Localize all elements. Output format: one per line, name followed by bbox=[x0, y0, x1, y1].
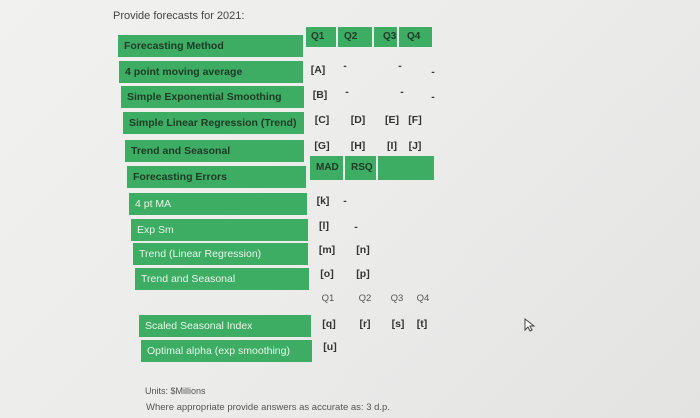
answer-cell-s[interactable]: [s] bbox=[391, 318, 405, 330]
answer-cell-q[interactable]: [q] bbox=[322, 318, 336, 330]
empty-dash: - bbox=[343, 60, 347, 72]
answer-cell-b[interactable]: [B] bbox=[312, 89, 328, 101]
error-row-linear: Trend (Linear Regression) bbox=[133, 243, 308, 265]
answer-cell-u[interactable]: [u] bbox=[323, 341, 337, 353]
accuracy-note: Where appropriate provide answers as acc… bbox=[146, 402, 390, 413]
method-trend-seasonal: Trend and Seasonal bbox=[125, 140, 304, 162]
answer-cell-c[interactable]: [C] bbox=[314, 114, 330, 126]
answer-cell-g[interactable]: [G] bbox=[314, 140, 330, 152]
empty-dash: - bbox=[400, 86, 404, 98]
quarter-label-q4: Q4 bbox=[407, 31, 421, 42]
header-divider bbox=[376, 156, 378, 180]
answer-cell-l[interactable]: [l] bbox=[319, 220, 329, 232]
answer-cell-k[interactable]: [k] bbox=[316, 195, 330, 207]
answer-cell-m[interactable]: [m] bbox=[318, 244, 336, 256]
forecasting-method-header: Forecasting Method bbox=[118, 35, 303, 57]
errors-header-bar: MAD RSQ bbox=[310, 156, 434, 180]
empty-dash: - bbox=[343, 195, 347, 207]
seasonal-q3: Q3 bbox=[390, 293, 404, 304]
quarter-label-q1: Q1 bbox=[311, 31, 325, 42]
empty-dash: - bbox=[431, 66, 435, 78]
header-divider bbox=[343, 156, 345, 180]
answer-cell-d[interactable]: [D] bbox=[350, 114, 366, 126]
method-slr: Simple Linear Regression (Trend) bbox=[123, 112, 304, 134]
answer-cell-j[interactable]: [J] bbox=[408, 140, 422, 152]
answer-cell-t[interactable]: [t] bbox=[416, 318, 428, 330]
answer-cell-a[interactable]: [A] bbox=[310, 64, 326, 76]
answer-cell-n[interactable]: [n] bbox=[356, 244, 370, 256]
answer-cell-r[interactable]: [r] bbox=[359, 318, 371, 330]
quarter-label-q2: Q2 bbox=[344, 31, 358, 42]
header-divider bbox=[372, 27, 374, 47]
method-ses: Simple Exponential Smoothing (0.1) bbox=[121, 86, 304, 125]
empty-dash: - bbox=[345, 86, 349, 98]
units-text: Units: $Millions bbox=[145, 386, 206, 396]
header-divider bbox=[336, 27, 338, 47]
answer-cell-f[interactable]: [F] bbox=[408, 114, 422, 126]
error-row-ma: 4 pt MA bbox=[129, 193, 307, 215]
seasonal-index-label: Scaled Seasonal Index bbox=[139, 315, 311, 337]
answer-cell-h[interactable]: [H] bbox=[350, 140, 366, 152]
prompt-text: Provide forecasts for 2021: bbox=[113, 10, 245, 22]
mouse-pointer-icon bbox=[524, 318, 536, 332]
error-row-ts: Trend and Seasonal bbox=[135, 268, 309, 290]
mad-column-label: MAD bbox=[316, 162, 339, 173]
empty-dash: - bbox=[431, 91, 435, 103]
rsq-column-label: RSQ bbox=[351, 162, 373, 173]
forecasting-errors-header: Forecasting Errors bbox=[127, 166, 306, 188]
answer-cell-e[interactable]: [E] bbox=[385, 114, 399, 126]
quarter-label-q3: Q3 bbox=[383, 31, 397, 42]
header-divider bbox=[397, 27, 399, 47]
optimal-alpha-label: Optimal alpha (exp smoothing) bbox=[141, 340, 312, 362]
seasonal-q1: Q1 bbox=[321, 293, 335, 304]
method-moving-average: 4 point moving average bbox=[119, 61, 303, 83]
error-row-exp: Exp Sm bbox=[131, 219, 308, 241]
answer-cell-o[interactable]: [o] bbox=[320, 268, 334, 280]
empty-dash: - bbox=[398, 60, 402, 72]
seasonal-q4: Q4 bbox=[416, 293, 430, 304]
seasonal-q2: Q2 bbox=[358, 293, 372, 304]
answer-cell-p[interactable]: [p] bbox=[356, 268, 370, 280]
answer-cell-i[interactable]: [I] bbox=[387, 140, 397, 152]
quarter-header-bar: Q1 Q2 Q3 Q4 bbox=[306, 27, 432, 47]
empty-dash: - bbox=[354, 221, 358, 233]
